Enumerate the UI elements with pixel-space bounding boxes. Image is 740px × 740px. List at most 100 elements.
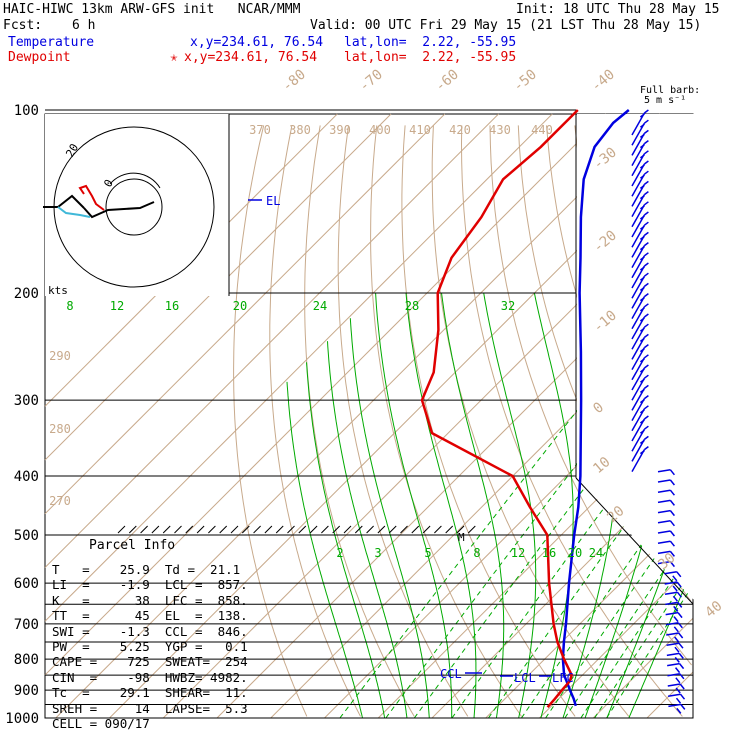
temperature-latlon: lat,lon= 2.22, -55.95: [344, 35, 517, 50]
wind-barb-flag: [674, 646, 680, 653]
moist-adiabat: [375, 292, 453, 718]
wind-barb: [667, 683, 681, 687]
wind-barb: [631, 418, 646, 442]
dewpoint-profile: [420, 109, 579, 709]
wind-barb: [631, 173, 646, 197]
pressure-label: 100: [14, 103, 39, 119]
dewpoint-legend-label: Dewpoint: [8, 50, 71, 65]
wind-barb-flag: [639, 215, 645, 220]
dry-adiabat: [401, 125, 576, 717]
wind-barb-flag: [674, 656, 680, 663]
wind-barb-flag: [669, 561, 675, 568]
mixing-ratio-label: 12: [110, 299, 124, 313]
wind-barb: [657, 530, 671, 534]
hatch-mark: [174, 525, 182, 534]
wind-barb-flag: [680, 703, 686, 710]
wind-barb-flag: [639, 235, 645, 240]
mixing-ratio-label: 16: [165, 299, 179, 313]
mixing-ratio-label: 20: [568, 546, 582, 560]
mixing-ratio-label: 12: [511, 546, 525, 560]
wind-barb-flag: [675, 687, 681, 694]
isotherm-label: -80: [279, 67, 309, 96]
wind-barb: [631, 449, 646, 472]
hatch-mark: [230, 525, 239, 534]
mixing-ratio-label: 20: [233, 299, 247, 313]
wind-barb-flag: [639, 429, 645, 434]
wind-barb-flag: [643, 303, 649, 308]
isotherm-line: [592, 617, 694, 719]
wind-barb-flag: [678, 663, 685, 670]
wind-barb: [631, 388, 646, 411]
wind-barb-flag: [643, 109, 649, 114]
wind-barb: [657, 540, 671, 544]
wind-barb-flag: [643, 313, 649, 318]
wind-barb: [631, 377, 646, 401]
temperature-legend-label: Temperature: [8, 35, 95, 50]
wind-barb-flag: [643, 354, 649, 359]
wind-barb: [631, 194, 646, 217]
hatch-mark: [400, 525, 408, 534]
wind-barb: [631, 163, 646, 187]
valid-time: Valid: 00 UTC Fri 29 May 15 (21 LST Thu …: [310, 18, 702, 33]
wind-barb-flag: [677, 601, 683, 608]
moist-adiabat: [628, 569, 693, 719]
wind-barb-flag: [669, 479, 675, 486]
wind-barb-flag: [639, 337, 645, 342]
wind-barb-flag: [672, 595, 679, 602]
mixing-ratio-label: 8: [473, 546, 480, 560]
wind-barb-flag: [675, 697, 682, 704]
mixing-ratio-label: 2: [336, 546, 343, 560]
forecast-label: Fcst:: [3, 18, 43, 33]
parcel-info-title: Parcel Info: [89, 538, 176, 553]
wind-barb-flag: [639, 184, 645, 189]
wind-barb: [631, 357, 646, 381]
barb-legend-title: Full barb:: [640, 85, 701, 96]
wind-barb: [631, 143, 646, 166]
wind-barb-flag: [672, 585, 678, 592]
wind-barb-flag: [679, 673, 685, 680]
hatch-mark: [332, 525, 341, 534]
wind-barb-flag: [643, 344, 649, 349]
wind-barb: [631, 133, 646, 156]
parcel-info-row: CELL = 090/17: [52, 716, 150, 731]
dry-adiabat: [370, 125, 522, 717]
wind-barb: [631, 122, 646, 146]
wind-barb-flag: [675, 677, 681, 684]
wind-barb-flag: [643, 384, 649, 389]
mixing-ratio-label: 16: [542, 546, 556, 560]
parcel-info-row: LI = -1.9 LCL = 857.: [52, 577, 248, 593]
wind-barb-flag: [639, 297, 645, 302]
wind-barb-flag: [639, 358, 645, 363]
barb-area-mask: [577, 114, 740, 718]
hatch-mark: [185, 525, 194, 534]
hatch-mark: [287, 525, 295, 534]
wind-barb: [631, 347, 646, 370]
wind-barb: [631, 439, 646, 462]
mixing-ratio-label: 24: [589, 546, 603, 560]
wind-barb: [631, 112, 646, 136]
wind-barb: [664, 571, 677, 575]
pressure-label: 500: [14, 528, 39, 544]
wind-barb-flag: [639, 205, 645, 210]
isotherm-label: -50: [510, 67, 540, 96]
wind-barb: [631, 275, 646, 299]
annotation-lcl: LCL: [514, 671, 536, 685]
mixing-ratio-label: 32: [501, 299, 515, 313]
wind-barb: [631, 184, 646, 207]
theta-label: 370: [249, 123, 271, 137]
moist-adiabat: [349, 318, 430, 719]
wind-barb-flag: [669, 550, 675, 557]
hatch-mark: [343, 525, 352, 534]
pressure-label: 800: [14, 652, 39, 668]
isotherm-label: -60: [432, 67, 462, 96]
moist-adiabat: [286, 381, 363, 719]
parcel-info-row: CAPE = 725 SWEAT= 254: [52, 654, 248, 670]
pressure-label: 300: [14, 393, 39, 409]
wind-barb: [657, 550, 671, 555]
parcel-info-row: SWI = -1.3 CCL = 846.: [52, 623, 248, 639]
parcel-info-row: TT = 45 EL = 138.: [52, 608, 248, 624]
hodograph-trace: [43, 194, 85, 209]
hatch-mark: [162, 525, 171, 534]
hodograph-trace-mid: [78, 184, 105, 211]
isotherm-line: [44, 113, 607, 676]
